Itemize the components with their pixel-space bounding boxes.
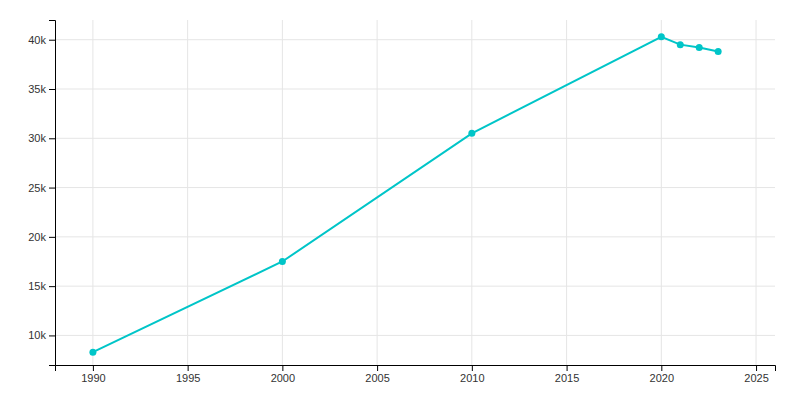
chart: 1990 1995 2000 2005 2010 2015 2020 2025 10k 15k 20… [0, 0, 800, 400]
grid-line-y [55, 286, 775, 287]
grid-line-y [55, 187, 775, 188]
y-tick-label: 30k [28, 132, 46, 144]
y-tick: 20k [28, 231, 55, 243]
grid-line-x [187, 20, 188, 365]
x-tick-label: 2000 [271, 372, 295, 384]
y-tick-mark [49, 237, 55, 238]
x-tick-label: 1990 [81, 372, 105, 384]
y-tick-mark [49, 286, 55, 287]
marker [658, 33, 665, 40]
line [93, 37, 718, 352]
x-tick-mark [472, 365, 473, 371]
y-tick: 30k [28, 132, 55, 144]
x-tick: 1995 [176, 365, 200, 384]
y-tick-label: 35k [28, 83, 46, 95]
x-tick-label: 2025 [744, 372, 768, 384]
grid-line-y [55, 138, 775, 139]
y-tick-label: 15k [28, 280, 46, 292]
marker [279, 258, 286, 265]
x-axis: 1990 1995 2000 2005 2010 2015 2020 2025 [56, 365, 776, 384]
grid-line-x [471, 20, 472, 365]
marks [89, 33, 721, 355]
grid-line-y [55, 236, 775, 237]
y-tick: 10k [28, 329, 55, 341]
x-tick: 2010 [460, 365, 484, 384]
grid-line-x [377, 20, 378, 365]
x-tick: 1990 [81, 365, 105, 384]
x-tick-mark [377, 365, 378, 371]
x-tick-label: 2015 [555, 372, 579, 384]
y-tick-mark [49, 335, 55, 336]
x-axis-line [56, 366, 776, 372]
marker [715, 48, 722, 55]
x-tick: 2020 [650, 365, 674, 384]
x-tick-mark [567, 365, 568, 371]
x-tick-label: 2010 [460, 372, 484, 384]
grid-line-y [55, 335, 775, 336]
y-tick-mark [49, 89, 55, 90]
grid-line-x [756, 20, 757, 365]
y-tick-mark [49, 138, 55, 139]
grid [55, 20, 775, 365]
x-tick-mark [188, 365, 189, 371]
y-tick: 40k [28, 34, 55, 46]
plot: 1990 1995 2000 2005 2010 2015 2020 2025 10k 15k 20… [28, 20, 775, 384]
grid-line-x [92, 20, 93, 365]
marker [677, 41, 684, 48]
y-tick: 35k [28, 83, 55, 95]
grid-line-y [55, 89, 775, 90]
marker [696, 44, 703, 51]
y-tick: 15k [28, 280, 55, 292]
x-tick-label: 2020 [650, 372, 674, 384]
x-tick-label: 1995 [176, 372, 200, 384]
y-tick-label: 10k [28, 329, 46, 341]
grid-line-x [282, 20, 283, 365]
x-tick-mark [282, 365, 283, 371]
x-tick-label: 2005 [365, 372, 389, 384]
x-tick: 2015 [555, 365, 579, 384]
x-tick: 2005 [365, 365, 389, 384]
grid-line-x [661, 20, 662, 365]
y-tick-mark [49, 188, 55, 189]
y-tick-label: 20k [28, 231, 46, 243]
y-tick-mark [49, 40, 55, 41]
marker [468, 130, 475, 137]
x-tick: 2000 [271, 365, 295, 384]
y-tick-label: 40k [28, 34, 46, 46]
grid-line-x [566, 20, 567, 365]
x-tick-mark [93, 365, 94, 371]
x-tick-mark [756, 365, 757, 371]
x-tick-mark [661, 365, 662, 371]
x-tick: 2025 [744, 365, 768, 384]
y-tick: 25k [28, 182, 55, 194]
y-tick-label: 25k [28, 182, 46, 194]
y-axis-line [49, 21, 56, 366]
y-axis: 10k 15k 20k 25k 30k 35k 40k [28, 21, 55, 366]
marker [89, 349, 96, 356]
